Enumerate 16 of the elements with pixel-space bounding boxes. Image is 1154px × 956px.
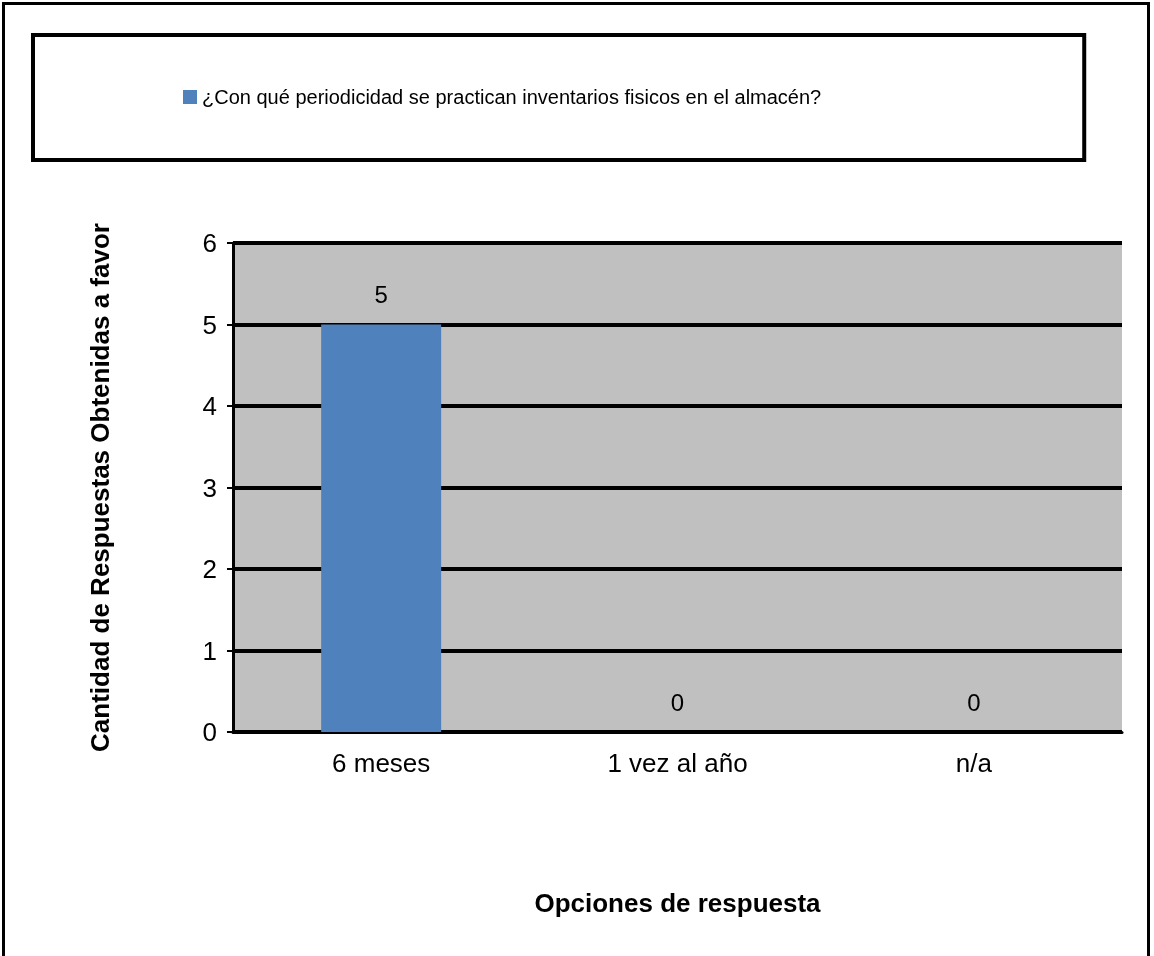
y-tick-label: 1 <box>202 635 217 666</box>
y-tick-label: 2 <box>202 554 217 584</box>
x-axis-title: Opciones de respuesta <box>534 888 822 918</box>
y-tick-label: 0 <box>202 717 217 747</box>
y-tick-label: 5 <box>202 309 217 340</box>
x-tick-label: 6 meses <box>332 748 431 778</box>
y-tick-label: 3 <box>202 472 217 503</box>
data-label: 0 <box>967 688 981 716</box>
legend-label: ¿Con qué periodicidad se practican inventarios fisicos en el almacén? <box>202 86 822 108</box>
x-tick-label: n/a <box>955 748 993 778</box>
data-label: 5 <box>374 281 388 308</box>
x-tick-label: 1 vez al año <box>607 748 748 778</box>
y-axis-title: Cantidad de Respuestas Obtenidas a favor <box>85 223 115 752</box>
y-tick-label: 6 <box>202 228 217 258</box>
y-tick-label: 4 <box>202 391 217 421</box>
data-label: 0 <box>670 688 685 716</box>
